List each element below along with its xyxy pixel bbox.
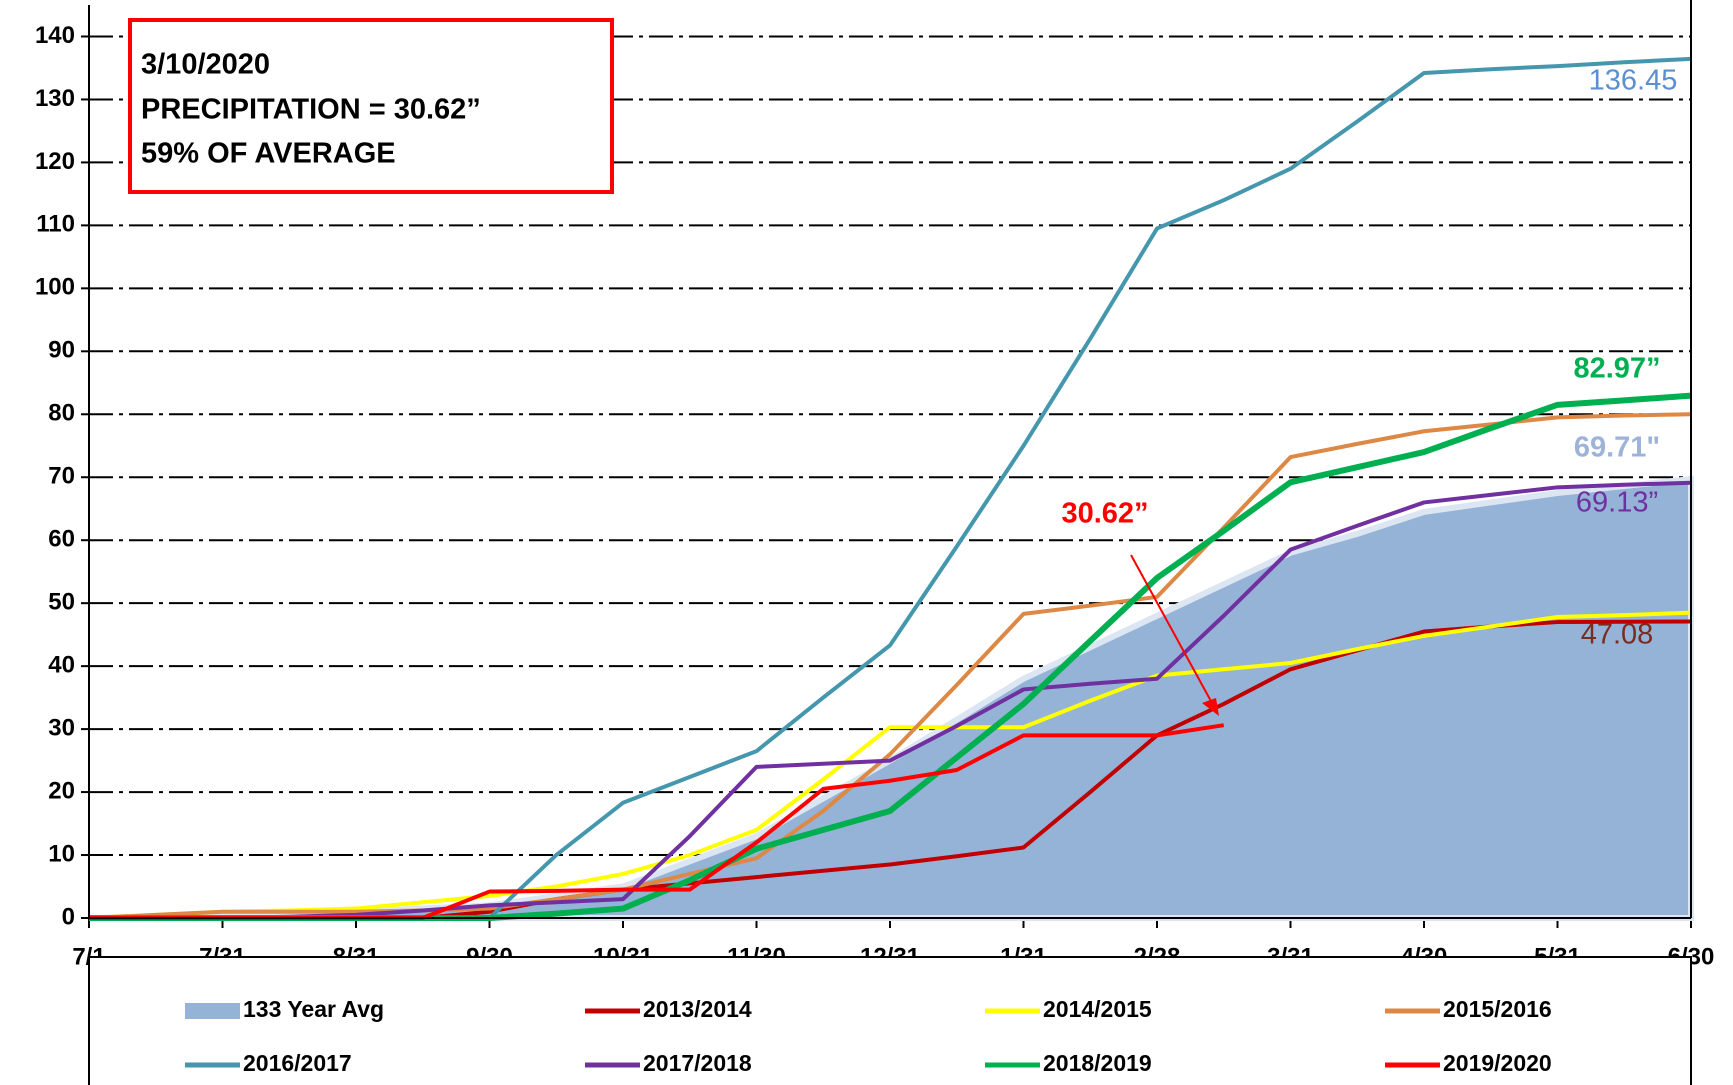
series-line [88,412,1692,920]
arrow-head [1202,698,1219,716]
annotation-percent: 59% OF AVERAGE [141,138,396,170]
y-tick-label: 20 [48,777,75,804]
legend-label: 2015/2016 [1443,996,1552,1022]
series-line [88,610,1692,920]
y-tick-label: 0 [62,903,75,930]
y-tick-label: 40 [48,651,75,678]
annotation-precip: PRECIPITATION = 30.62” [141,94,481,126]
end-label: 47.08 [1581,619,1654,651]
area [88,475,1694,921]
annotation-box [128,18,614,194]
y-tick-label: 80 [48,400,75,427]
y-tick-label: 90 [48,337,75,364]
legend-label: 2019/2020 [1443,1050,1552,1076]
end-label: 30.62” [1061,498,1148,530]
series-line [89,480,1692,920]
legend-label: 133 Year Avg [243,996,384,1022]
y-tick-label: 120 [35,148,75,175]
end-label: 69.71" [1574,432,1660,464]
y-tick-label: 10 [48,840,75,867]
y-tick-label: 70 [48,463,75,490]
legend-label: 2017/2018 [643,1050,752,1076]
y-tick-label: 140 [35,22,75,49]
y-tick-label: 130 [35,85,75,112]
y-tick-label: 30 [48,714,75,741]
end-label: 136.45 [1589,65,1678,97]
legend-label: 2014/2015 [1043,996,1152,1022]
legend-label: 2018/2019 [1043,1050,1152,1076]
y-tick-label: 60 [48,526,75,553]
annotation-date: 3/10/2020 [141,49,270,81]
y-tick-label: 100 [35,274,75,301]
y-tick-label: 110 [36,211,75,238]
legend-label: 2013/2014 [643,996,752,1022]
legend-swatch [185,1003,240,1019]
end-label: 69.13” [1576,487,1658,519]
end-label: 82.97” [1573,353,1660,385]
legend-label: 2016/2017 [243,1050,352,1076]
y-tick-label: 50 [48,589,75,616]
arrow [1130,554,1213,704]
